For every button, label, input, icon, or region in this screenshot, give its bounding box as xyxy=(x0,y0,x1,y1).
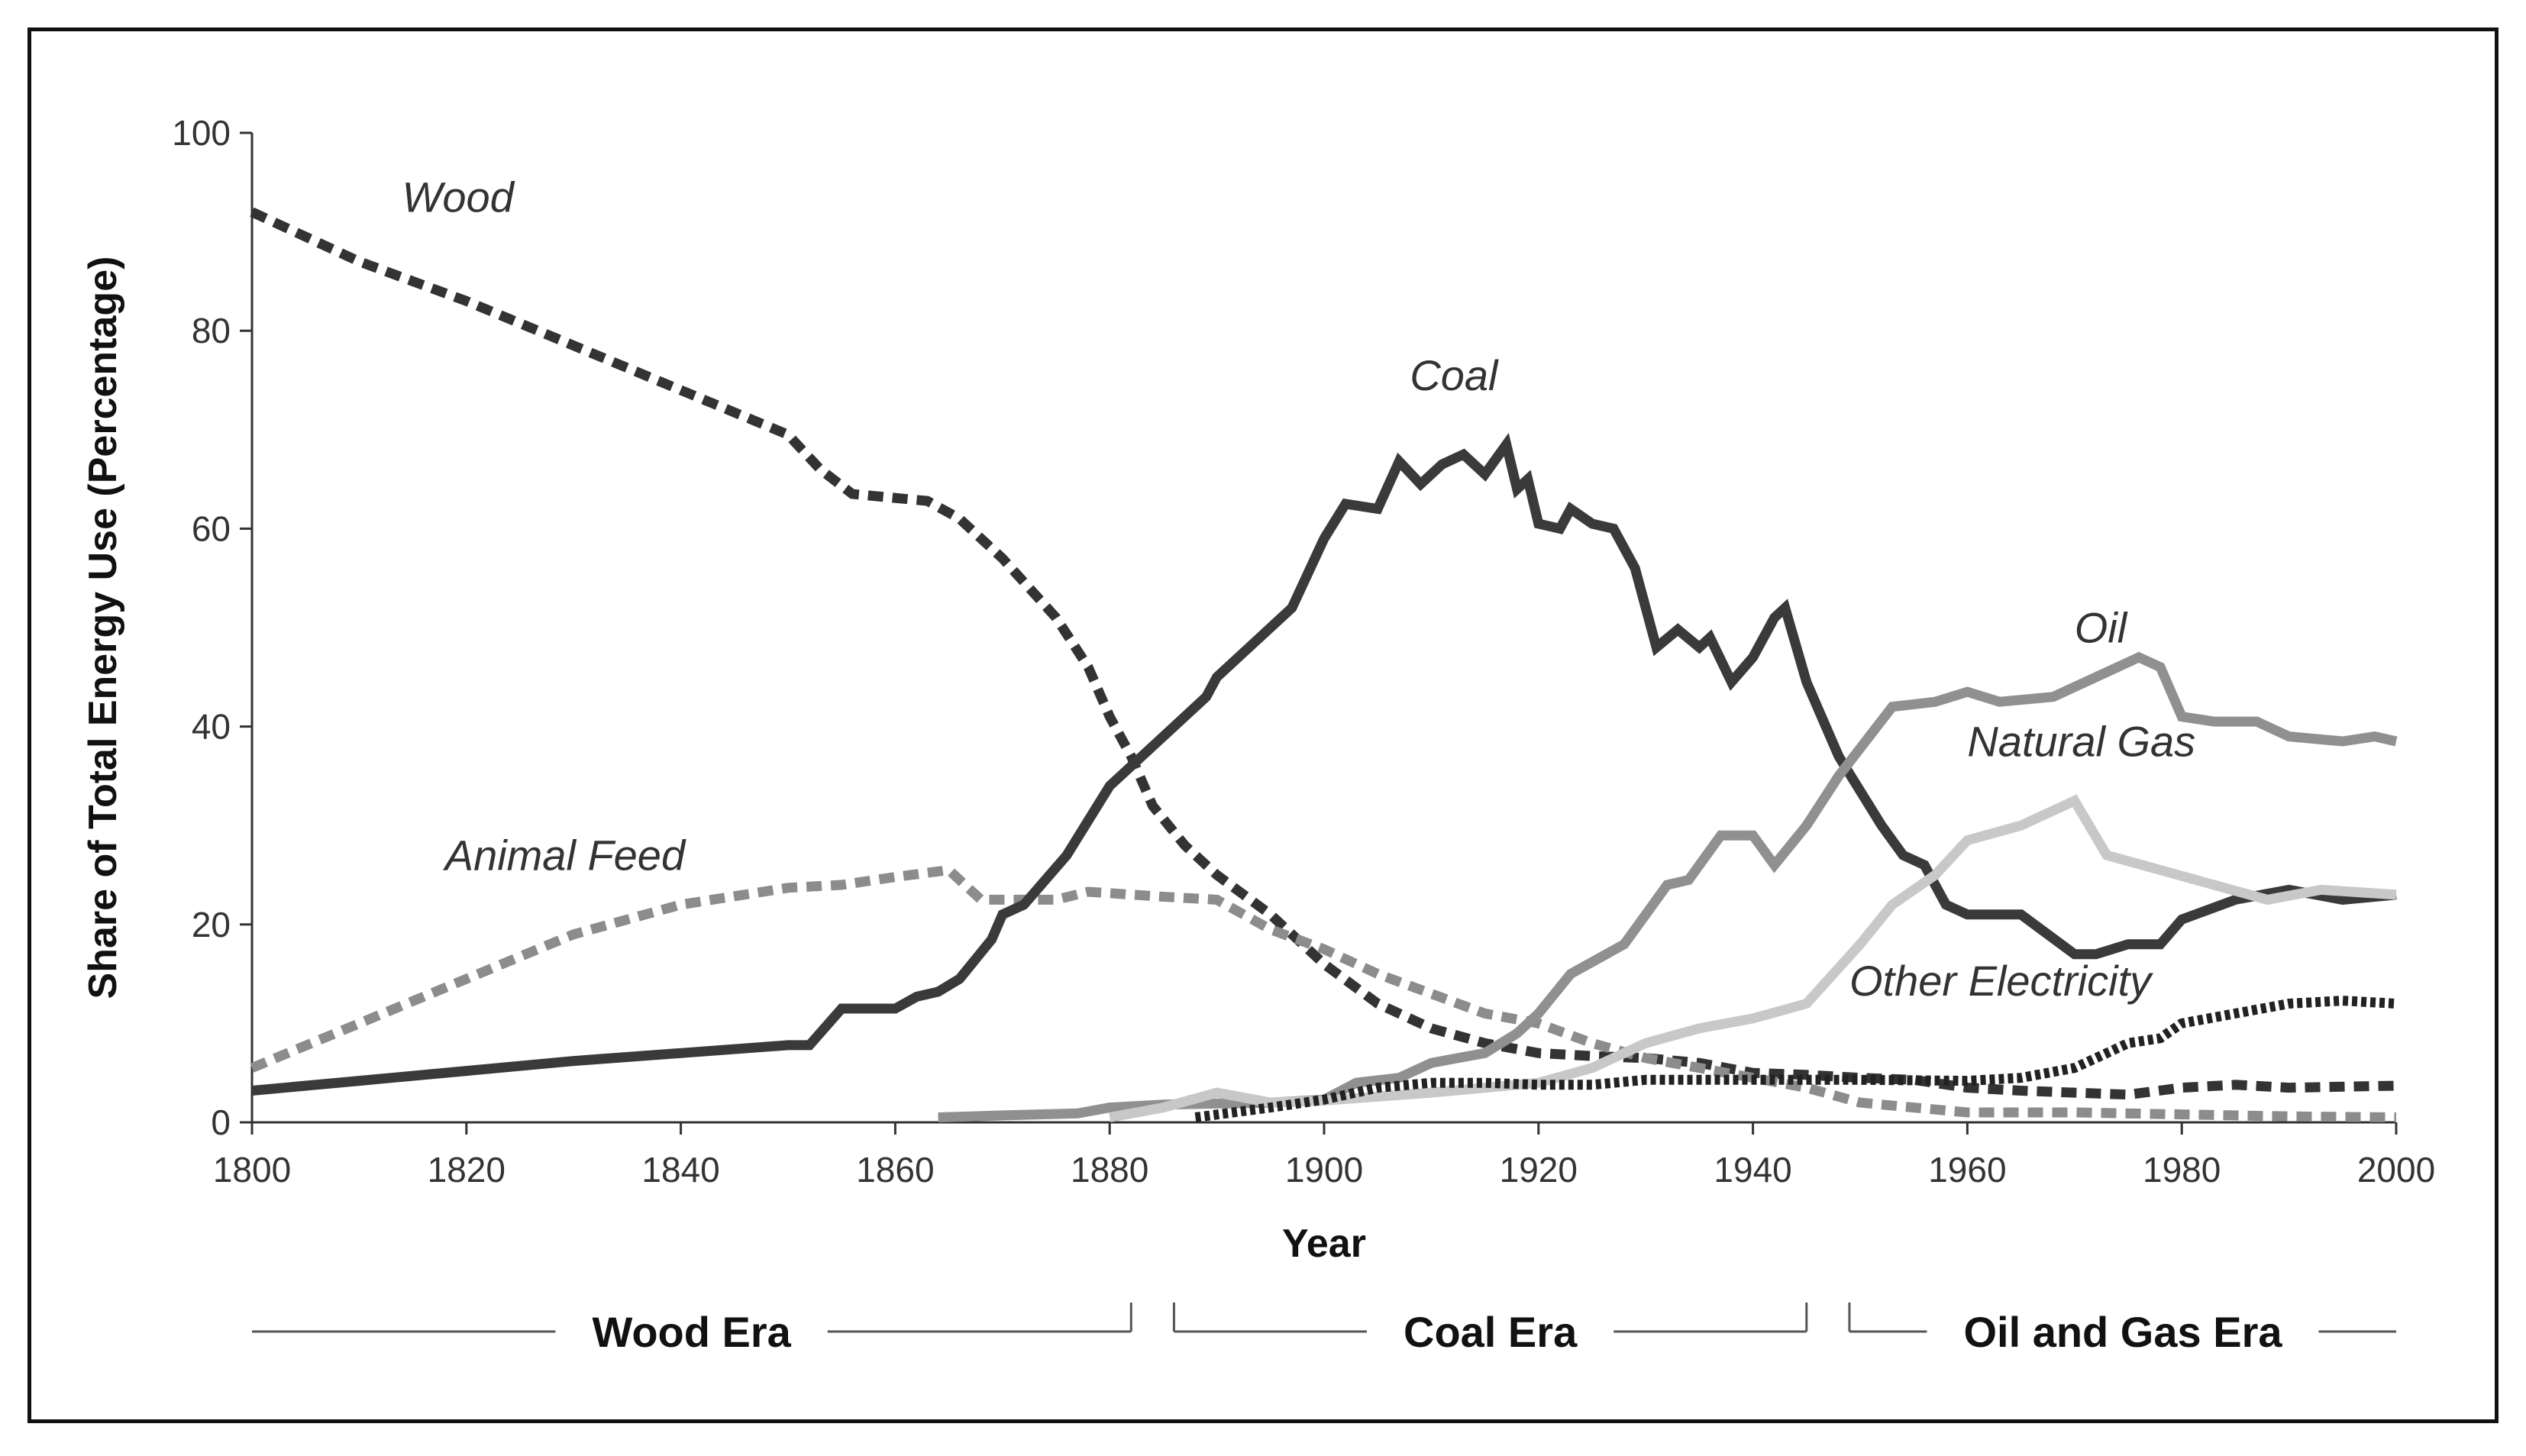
series-line-other-electricity xyxy=(1194,996,2397,1122)
x-tick-label: 1860 xyxy=(856,1150,934,1190)
x-ticks: 1800 1820 1840 1860 1880 1900 1920 1940 1960 1980… xyxy=(213,1122,2435,1190)
series-label-coal: Coal xyxy=(1410,351,1499,399)
x-tick-label: 1980 xyxy=(2143,1150,2221,1190)
series-label-wood: Wood xyxy=(402,173,515,221)
era-label: Coal Era xyxy=(1404,1308,1578,1356)
series-label-oil: Oil xyxy=(2075,603,2128,651)
era-label: Wood Era xyxy=(592,1308,791,1356)
x-axis-title: Year xyxy=(1282,1222,1366,1266)
series-label-animal-feed: Animal Feed xyxy=(443,831,686,880)
y-tick-label: 80 xyxy=(192,311,231,350)
chart-frame xyxy=(27,27,2499,1423)
era-wood-era: Wood Era xyxy=(252,1303,1132,1356)
y-tick-label: 20 xyxy=(192,905,231,944)
y-tick-label: 100 xyxy=(172,113,231,153)
y-ticks: 0 20 40 60 80 100 xyxy=(172,113,252,1142)
series-lines xyxy=(250,207,2398,1122)
x-tick-label: 1800 xyxy=(213,1150,291,1190)
series-line-coal xyxy=(251,432,2397,1096)
series-label-natural-gas: Natural Gas xyxy=(1967,717,2195,765)
series-label-other-electricity: Other Electricity xyxy=(1849,957,2153,1005)
x-tick-label: 1880 xyxy=(1071,1150,1148,1190)
x-tick-label: 1900 xyxy=(1285,1150,1363,1190)
era-label: Oil and Gas Era xyxy=(1963,1308,2282,1356)
y-tick-label: 0 xyxy=(211,1102,231,1142)
era-coal-era: Coal Era xyxy=(1172,1303,1808,1356)
y-tick-label: 60 xyxy=(192,508,231,548)
series-annotations: Wood Animal Feed Coal Oil Natural Gas Other E… xyxy=(402,173,2196,1005)
era-timeline: Wood Era Coal Era Oil and Gas Era xyxy=(252,1303,2396,1356)
y-tick-label: 40 xyxy=(192,707,231,747)
x-tick-label: 2000 xyxy=(2357,1150,2435,1190)
x-tick-label: 1940 xyxy=(1714,1150,1791,1190)
x-tick-label: 1820 xyxy=(428,1150,506,1190)
series-line-animal-feed xyxy=(250,864,2397,1122)
era-oil-and-gas-era: Oil and Gas Era xyxy=(1848,1303,2396,1356)
y-axis-title: Share of Total Energy Use (Percentage) xyxy=(81,257,125,999)
x-tick-label: 1920 xyxy=(1500,1150,1578,1190)
series-line-wood xyxy=(250,207,2397,1100)
x-tick-label: 1840 xyxy=(641,1150,719,1190)
x-tick-label: 1960 xyxy=(1928,1150,2006,1190)
